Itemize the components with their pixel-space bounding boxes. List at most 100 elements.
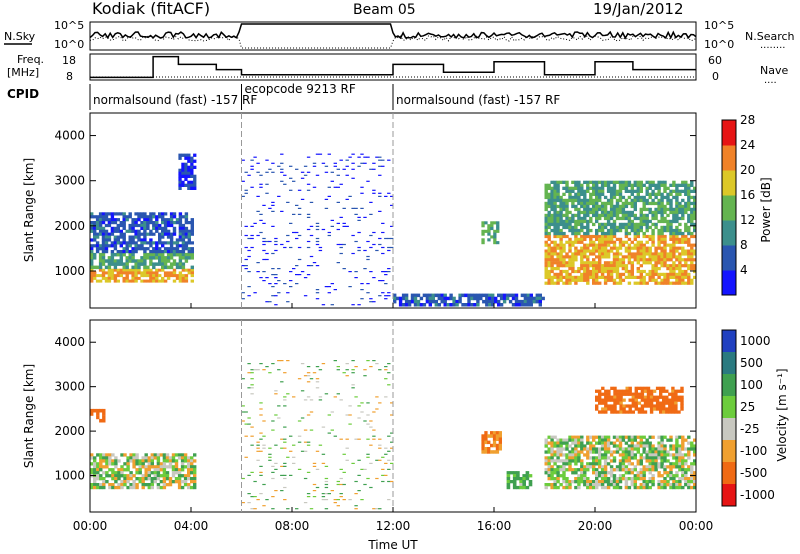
power-cell-3 <box>187 159 191 163</box>
velocity-cell-5 <box>595 435 599 439</box>
power-cell-0 <box>166 276 171 280</box>
power-cell-7 <box>577 249 581 253</box>
power-cell-1 <box>161 262 165 266</box>
velocity-cell-5 <box>559 447 563 451</box>
power-cell-2 <box>107 223 112 228</box>
velocity-cell-5 <box>606 480 611 484</box>
power-cell-7 <box>583 252 587 256</box>
power-cell-8 <box>592 204 596 209</box>
velocity-cell-5 <box>618 441 623 445</box>
power-cell-3 <box>190 171 194 175</box>
power-cell-0 <box>155 274 159 278</box>
power-cell-2 <box>119 221 123 225</box>
velocity-cell-0 <box>99 483 103 487</box>
power-cell-7 <box>657 255 661 259</box>
power-cell-4 <box>280 243 284 246</box>
velocity-cell-5 <box>586 483 590 487</box>
power-cell-2 <box>137 223 141 228</box>
power-cell-8 <box>547 231 551 236</box>
velocity-cell-0 <box>120 485 124 490</box>
velocity-cell-6 <box>628 410 632 414</box>
power-cell-4 <box>274 283 278 285</box>
power-cell-2 <box>95 218 100 222</box>
velocity-cell-5 <box>624 456 629 460</box>
velocity-cell-5 <box>648 435 652 439</box>
velocity-cell-0 <box>120 471 124 475</box>
power-cell-1 <box>152 265 156 270</box>
power-cell-7 <box>553 252 557 256</box>
velocity-cell-6 <box>604 404 608 408</box>
power-cell-4 <box>381 165 385 167</box>
power-cell-0 <box>146 274 150 278</box>
power-cell-2 <box>187 238 191 242</box>
power-cell-0 <box>93 271 97 275</box>
velocity-cell-5 <box>636 459 640 463</box>
velocity-cell-0 <box>117 483 121 487</box>
velocity-cell-5 <box>648 468 652 472</box>
power-cell-2 <box>169 215 174 219</box>
velocity-cell-0 <box>165 465 170 469</box>
power-cell-8 <box>663 225 667 230</box>
power-cell-1 <box>146 256 150 260</box>
power-cell-8 <box>580 228 584 233</box>
power-cell-2 <box>169 212 174 216</box>
velocity-cell-2 <box>384 366 388 368</box>
power-cell-5 <box>443 303 447 307</box>
velocity-cell-5 <box>681 474 685 478</box>
power-cell-8 <box>553 219 557 224</box>
power-cell-8 <box>651 231 655 236</box>
power-cell-4 <box>259 219 263 221</box>
velocity-cell-2 <box>366 423 370 425</box>
velocity-cell-6 <box>601 386 605 390</box>
power-cell-8 <box>642 204 646 209</box>
velocity-cell-5 <box>669 435 673 439</box>
power-cell-4 <box>277 292 281 294</box>
velocity-cell-2 <box>339 496 343 498</box>
power-cell-7 <box>627 255 632 259</box>
power-cell-2 <box>128 215 132 219</box>
power-cell-7 <box>553 234 557 239</box>
power-cell-8 <box>568 228 572 233</box>
velocity-cell-2 <box>303 375 308 377</box>
velocity-cell-6 <box>637 410 642 414</box>
velocity-cell-6 <box>674 389 678 393</box>
power-cell-7 <box>592 261 596 265</box>
power-cell-1 <box>155 256 159 260</box>
power-colorbar-tick-label: 20 <box>740 163 755 177</box>
power-cell-4 <box>339 216 343 218</box>
velocity-cell-2 <box>336 499 340 501</box>
power-cell-2 <box>93 221 97 225</box>
power-cell-7 <box>645 252 649 256</box>
power-cell-8 <box>663 219 667 224</box>
power-cell-5 <box>529 299 533 304</box>
power-cell-8 <box>627 201 632 206</box>
power-cell-4 <box>280 153 284 155</box>
power-cell-2 <box>143 218 147 222</box>
velocity-cell-2 <box>381 456 385 458</box>
power-cell-8 <box>645 180 649 184</box>
velocity-cell-5 <box>568 435 572 439</box>
power-cell-4 <box>306 246 311 249</box>
power-cell-8 <box>645 222 649 227</box>
velocity-cell-0 <box>102 483 106 487</box>
power-cell-5 <box>529 296 533 301</box>
power-cell-8 <box>630 183 634 187</box>
velocity-cell-0 <box>165 483 170 487</box>
velocity-cell-0 <box>162 480 167 484</box>
power-cell-3 <box>184 183 188 187</box>
velocity-cell-0 <box>162 456 167 460</box>
power-cell-5 <box>467 296 471 301</box>
power-cell-2 <box>131 229 135 233</box>
velocity-cell-0 <box>132 485 136 490</box>
velocity-cell-2 <box>277 369 281 371</box>
power-cell-8 <box>621 183 626 187</box>
power-cell-5 <box>413 293 418 298</box>
power-cell-8 <box>609 222 614 227</box>
velocity-cell-6 <box>680 404 684 408</box>
power-cell-2 <box>101 229 106 233</box>
power-cell-0 <box>116 268 120 272</box>
power-cell-8 <box>642 216 646 221</box>
power-cell-2 <box>161 244 165 248</box>
power-cell-8 <box>598 228 602 233</box>
velocity-cell-5 <box>651 444 655 448</box>
